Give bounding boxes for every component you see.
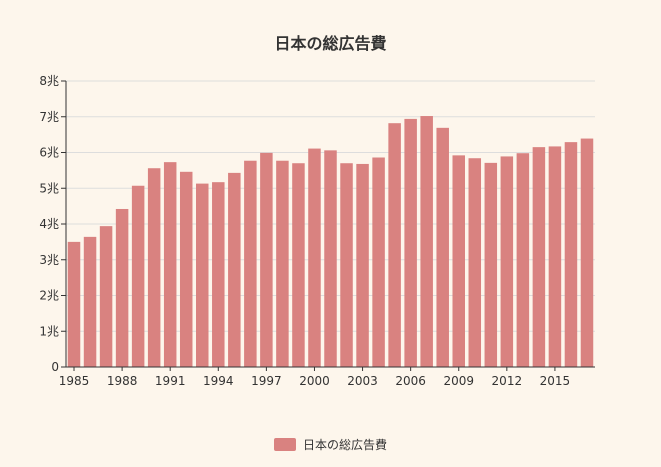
bar xyxy=(163,162,177,367)
x-tick-label: 1997 xyxy=(251,374,282,388)
legend-swatch xyxy=(273,438,296,451)
y-tick-label: 7兆 xyxy=(39,110,59,124)
bar xyxy=(276,160,289,367)
bar xyxy=(292,163,305,367)
y-tick-label: 4兆 xyxy=(39,217,59,231)
bar xyxy=(532,147,546,367)
bar xyxy=(420,116,433,367)
bar xyxy=(324,150,337,367)
bar xyxy=(99,226,113,367)
x-tick-label: 2009 xyxy=(443,374,474,388)
bar xyxy=(356,163,369,367)
x-tick-label: 1994 xyxy=(203,374,234,388)
y-tick-label: 0 xyxy=(51,360,59,374)
bar xyxy=(372,157,385,367)
bar xyxy=(196,183,209,367)
bar xyxy=(131,185,145,367)
bar xyxy=(436,127,449,368)
bar xyxy=(340,163,353,367)
bar xyxy=(244,160,257,367)
y-tick-label: 3兆 xyxy=(39,253,59,267)
bar xyxy=(67,241,81,367)
x-tick-label: 2003 xyxy=(347,374,378,388)
bar xyxy=(580,138,594,367)
bar xyxy=(115,208,129,367)
x-tick-label: 2015 xyxy=(540,374,571,388)
x-tick-label: 1988 xyxy=(107,374,138,388)
x-tick-label: 2000 xyxy=(299,374,330,388)
bar xyxy=(179,171,193,367)
x-tick-label: 2012 xyxy=(492,374,523,388)
bar xyxy=(388,123,401,367)
bar xyxy=(308,148,321,367)
x-tick-label: 1991 xyxy=(155,374,186,388)
bar xyxy=(260,152,273,367)
bar xyxy=(500,156,514,367)
bar xyxy=(83,236,97,367)
y-tick-label: 1兆 xyxy=(39,324,59,338)
chart-title: 日本の総広告費 xyxy=(274,34,387,53)
bar xyxy=(228,172,241,367)
x-tick-label: 1985 xyxy=(59,374,90,388)
y-tick-label: 8兆 xyxy=(39,74,59,88)
bar xyxy=(404,118,417,368)
bar xyxy=(147,168,161,367)
bar xyxy=(468,158,482,367)
bar xyxy=(564,142,578,367)
legend[interactable]: 日本の総広告費 xyxy=(0,436,661,453)
bar xyxy=(212,182,225,367)
bar xyxy=(452,155,465,367)
x-tick-label: 2006 xyxy=(395,374,426,388)
y-tick-label: 6兆 xyxy=(39,146,59,160)
y-tick-label: 2兆 xyxy=(39,289,59,303)
legend-label: 日本の総広告費 xyxy=(302,438,387,452)
y-tick-label: 5兆 xyxy=(39,181,59,195)
bar xyxy=(484,162,498,367)
bar xyxy=(516,153,530,367)
bar xyxy=(548,146,562,367)
